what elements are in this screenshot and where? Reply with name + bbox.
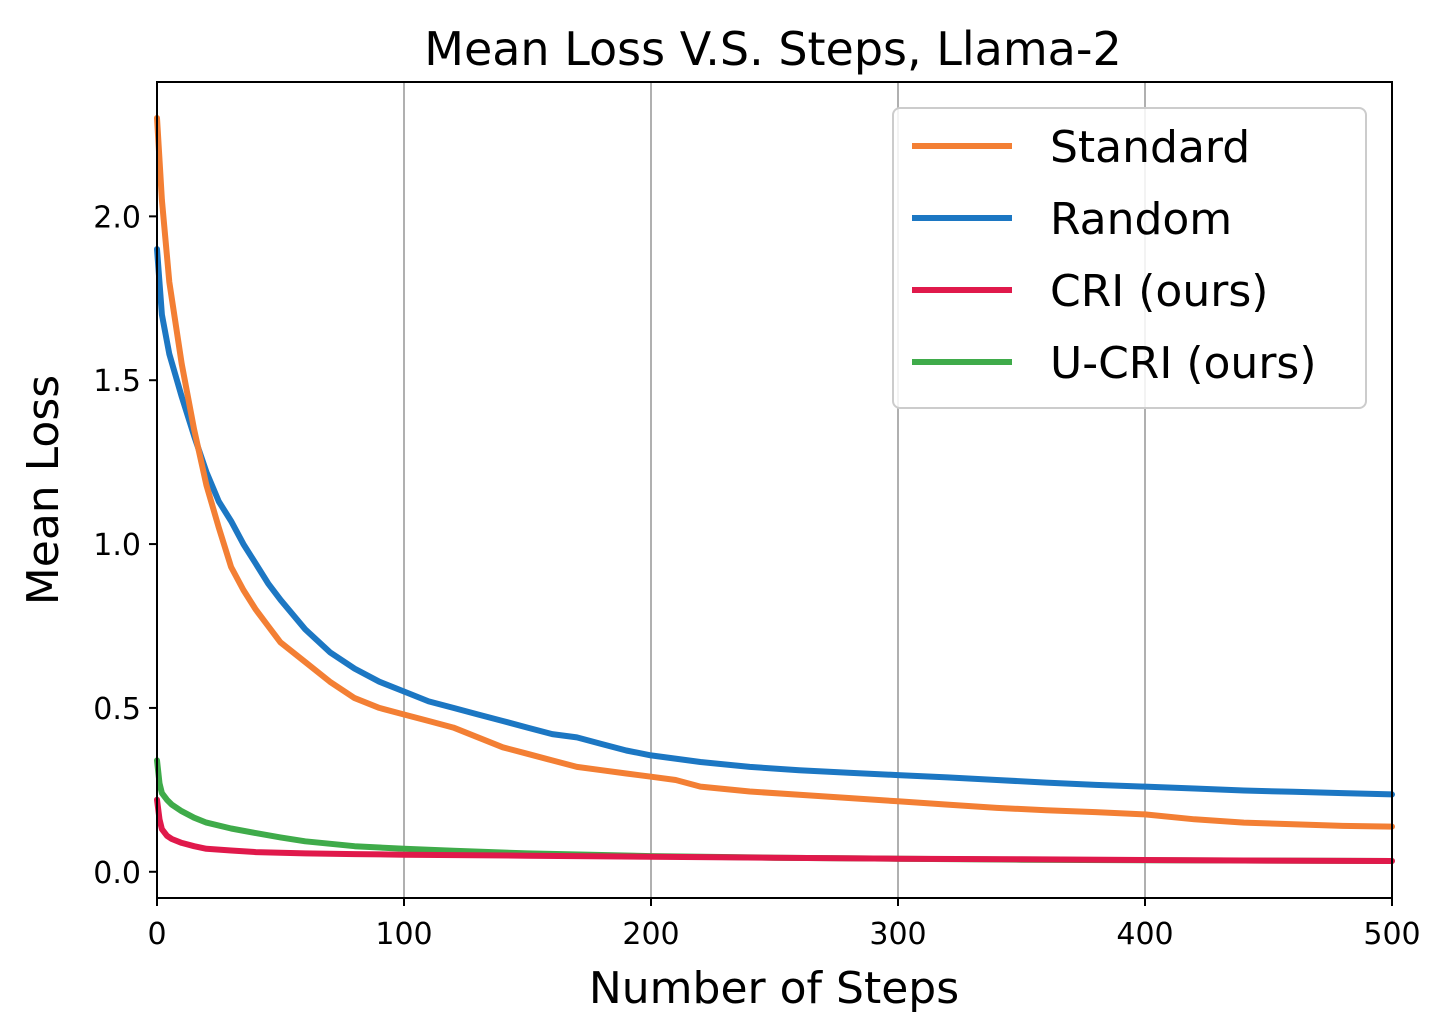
series-line-random bbox=[154, 246, 1395, 798]
legend-label: Standard bbox=[1050, 122, 1250, 173]
x-tick-label: 500 bbox=[1363, 917, 1420, 952]
x-axis-ticks: 0 100 200 300 400 500 bbox=[147, 898, 1421, 952]
x-tick-label: 100 bbox=[375, 917, 432, 952]
x-tick-label: 400 bbox=[1116, 917, 1173, 952]
legend-label: U-CRI (ours) bbox=[1050, 338, 1317, 389]
x-axis-label: Number of Steps bbox=[589, 963, 959, 1014]
legend: Standard Random CRI (ours) U-CRI (ours) bbox=[892, 107, 1367, 409]
x-tick-label: 300 bbox=[869, 917, 926, 952]
series-line-cri-ours bbox=[154, 796, 1395, 864]
x-tick-label: 200 bbox=[622, 917, 679, 952]
y-tick-label: 2.0 bbox=[93, 200, 141, 235]
legend-items: Standard Random CRI (ours) U-CRI (ours) bbox=[912, 122, 1317, 389]
plot-frame bbox=[156, 81, 1393, 899]
series-layer bbox=[154, 115, 1395, 864]
x-tick-label: 0 bbox=[147, 917, 166, 952]
legend-label: Random bbox=[1050, 194, 1232, 245]
legend-label: CRI (ours) bbox=[1050, 266, 1268, 317]
y-axis-label: Mean Loss bbox=[18, 375, 69, 605]
y-tick-label: 0.0 bbox=[93, 856, 141, 891]
y-tick-label: 1.5 bbox=[93, 364, 141, 399]
y-tick-label: 1.0 bbox=[93, 528, 141, 563]
series-line-standard bbox=[154, 115, 1395, 830]
legend-box bbox=[892, 107, 1367, 409]
chart-title: Mean Loss V.S. Steps, Llama-2 bbox=[424, 22, 1121, 76]
y-tick-label: 0.5 bbox=[93, 692, 141, 727]
y-axis-ticks: 0.0 0.5 1.0 1.5 2.0 bbox=[93, 200, 157, 891]
